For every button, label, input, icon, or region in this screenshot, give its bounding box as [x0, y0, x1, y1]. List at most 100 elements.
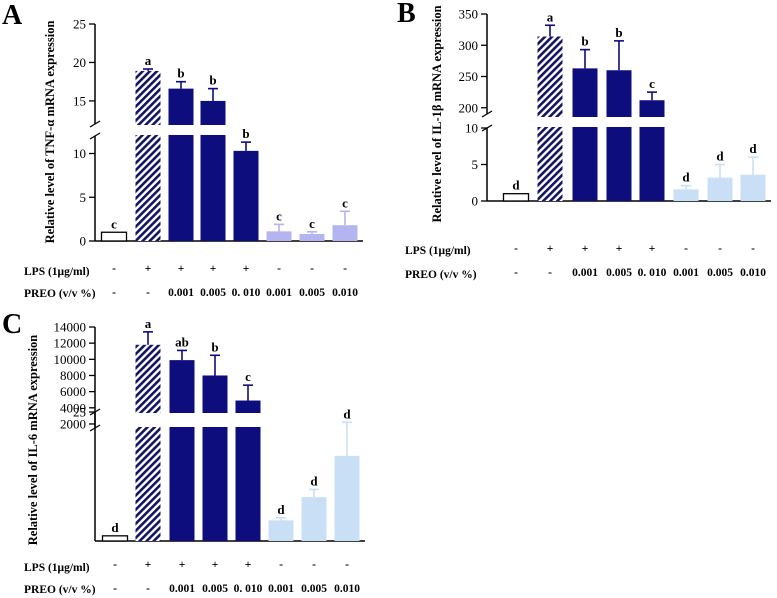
bar-5	[233, 150, 259, 241]
y-tick-label: 4000	[60, 400, 86, 415]
bar-6	[268, 520, 294, 541]
lps-cell: -	[718, 243, 722, 255]
bar-break-gap	[234, 413, 262, 427]
significance-letter: b	[177, 66, 184, 81]
lps-row-label-b: LPS (1μg/ml)	[405, 245, 471, 257]
bar-8	[334, 455, 360, 541]
preo-cell: -	[146, 287, 150, 299]
significance-letter: a	[547, 9, 554, 24]
lps-row-label-c: LPS (1μg/ml)	[24, 562, 90, 574]
preo-cell: 0.001	[268, 583, 294, 595]
lps-cell: -	[113, 559, 117, 571]
y-tick-label: 200	[459, 100, 479, 115]
lps-cell: +	[547, 243, 554, 255]
preo-cell: 0. 010	[638, 267, 667, 279]
y-tick-label: 10	[465, 121, 478, 136]
preo-cell: 0.005	[202, 583, 228, 595]
bar-break-gap	[201, 413, 229, 427]
y-axis-title-c: Relative level of IL-6 mRNA expression	[26, 335, 40, 546]
bar-4	[606, 70, 632, 201]
significance-letter: b	[211, 339, 218, 354]
lps-cell: +	[582, 243, 589, 255]
lps-cell: -	[310, 263, 314, 275]
y-tick-label: 15	[73, 93, 86, 108]
panel-label-b: B	[397, 0, 416, 29]
significance-letter: d	[512, 178, 520, 193]
bar-4	[202, 375, 228, 541]
preo-cell: -	[146, 583, 150, 595]
y-tick-label: 10	[73, 146, 86, 161]
lps-cell: +	[145, 263, 152, 275]
lps-cell: -	[279, 559, 283, 571]
preo-cell: -	[112, 287, 116, 299]
y-tick-label: 14000	[54, 320, 87, 335]
panel-label-a: A	[2, 0, 23, 31]
preo-cell: -	[514, 267, 518, 279]
bar-2	[135, 70, 161, 241]
bar-8	[332, 225, 358, 241]
significance-letter: a	[145, 53, 152, 68]
significance-letter: d	[716, 149, 724, 164]
y-tick-label: 8000	[60, 368, 86, 383]
y-tick-label: 0	[80, 234, 87, 249]
bar-1	[100, 231, 128, 242]
bar-5	[639, 100, 665, 201]
lps-cell: +	[145, 559, 152, 571]
preo-cell: 0.001	[673, 267, 699, 279]
lps-cell: -	[345, 559, 349, 571]
significance-letter: d	[749, 141, 757, 156]
bar-break-gap	[199, 125, 227, 135]
preo-row-label-c: PREO (v/v %)	[24, 584, 96, 596]
preo-cell: 0.001	[169, 583, 195, 595]
y-axis-title-a: Relative level of TNF-α mRNA expression	[43, 21, 57, 244]
bar-break-gap	[605, 117, 633, 127]
significance-letter: b	[581, 34, 588, 49]
preo-cell: 0.005	[301, 583, 327, 595]
preo-cell: -	[548, 267, 552, 279]
y-tick-label: 350	[459, 7, 479, 22]
preo-cell: 0.005	[707, 267, 733, 279]
preo-cell: 0.010	[334, 583, 360, 595]
lps-cell: +	[616, 243, 623, 255]
lps-cell: -	[343, 263, 347, 275]
significance-letter: ab	[175, 334, 189, 349]
preo-cell: -	[113, 583, 117, 595]
bar-3	[168, 88, 194, 241]
preo-cell: 0.010	[740, 267, 766, 279]
significance-letter: d	[682, 170, 690, 185]
lps-cell: -	[312, 559, 316, 571]
lps-cell: +	[243, 263, 250, 275]
y-tick-label: 5	[80, 190, 87, 205]
lps-cell: -	[112, 263, 116, 275]
significance-letter: d	[343, 406, 351, 421]
preo-cell: 0.010	[332, 287, 358, 299]
bar-7	[707, 177, 733, 201]
preo-cell: 0.001	[572, 267, 598, 279]
significance-letter: d	[310, 473, 318, 488]
significance-letter: a	[145, 316, 152, 331]
bar-2	[135, 344, 161, 541]
preo-row-label-b: PREO (v/v %)	[405, 269, 477, 281]
lps-cell: +	[210, 263, 217, 275]
y-tick-label: 12000	[54, 336, 87, 351]
y-tick-label: 25	[73, 405, 86, 420]
y-tick-label: 20	[73, 55, 86, 70]
bar-6	[266, 231, 292, 241]
significance-letter: b	[615, 25, 622, 40]
axis-break-mark	[481, 110, 493, 118]
bar-8	[740, 174, 766, 201]
panel-a-chart: 0 5 10 15 20 25 c - - a + - b +0.001 b +0.005 b +0. 010 c -…	[73, 17, 363, 299]
axis-break-mark	[89, 424, 101, 432]
preo-cell: 0.005	[200, 287, 226, 299]
y-tick-label: 6000	[60, 384, 86, 399]
bar-break-gap	[134, 413, 162, 427]
axis-break-mark	[89, 120, 101, 128]
lps-row-label-a: LPS (1μg/ml)	[24, 266, 90, 278]
bar-1	[101, 535, 129, 542]
lps-cell: -	[684, 243, 688, 255]
significance-letter: d	[277, 502, 285, 517]
panel-label-c: C	[2, 309, 22, 340]
y-tick-label: 250	[459, 69, 479, 84]
